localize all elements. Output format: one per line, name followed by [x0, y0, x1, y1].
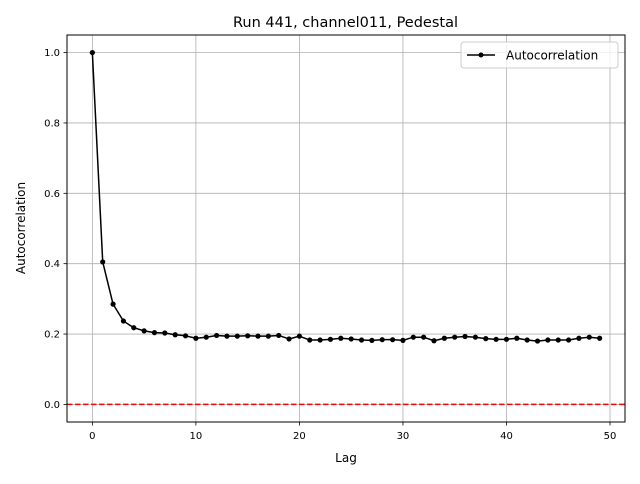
data-point — [389, 337, 396, 343]
data-point — [307, 337, 313, 343]
data-point — [255, 333, 261, 339]
y-tick-label: 0.8 — [44, 118, 60, 129]
data-point — [172, 332, 178, 338]
x-tick-label: 40 — [500, 431, 513, 442]
data-point — [110, 301, 116, 307]
data-point — [348, 336, 354, 342]
chart-title: Run 441, channel011, Pedestal — [233, 15, 458, 31]
data-point — [193, 335, 199, 341]
x-axis-ticks: 0 10 20 30 40 50 — [89, 422, 616, 442]
data-point — [213, 332, 220, 339]
data-point — [421, 334, 427, 340]
legend-marker-swatch — [478, 52, 484, 58]
data-point — [493, 336, 499, 342]
data-point — [597, 335, 603, 341]
data-point — [224, 333, 230, 339]
data-point — [358, 337, 365, 343]
data-point — [534, 338, 541, 344]
plot-area-frame — [66, 34, 626, 423]
data-point — [483, 336, 489, 342]
data-point — [296, 333, 303, 339]
data-point — [120, 318, 127, 324]
data-point — [100, 259, 106, 265]
data-point — [234, 333, 240, 339]
x-axis-label: Lag — [335, 451, 357, 465]
data-point — [514, 335, 520, 341]
y-tick-label: 0.2 — [44, 330, 60, 341]
data-point — [503, 336, 510, 342]
data-point — [379, 337, 385, 343]
data-point — [89, 49, 95, 56]
y-tick-label: 0.0 — [44, 400, 60, 411]
data-point — [286, 336, 292, 342]
data-point — [317, 337, 323, 343]
series-line — [91, 52, 600, 342]
x-tick-label: 50 — [604, 431, 617, 442]
data-point — [245, 333, 251, 339]
data-point — [276, 332, 282, 339]
data-point — [338, 335, 344, 341]
y-tick-label: 1.0 — [44, 48, 60, 59]
data-point — [576, 335, 582, 341]
data-point — [265, 333, 271, 339]
y-axis-ticks: 0.0 0.2 0.4 0.6 0.8 1.0 — [44, 48, 67, 411]
data-point — [141, 328, 147, 334]
data-point — [462, 333, 468, 340]
legend: Autocorrelation — [460, 41, 619, 69]
data-point — [545, 337, 551, 343]
legend-box — [460, 41, 619, 69]
data-point — [586, 334, 592, 340]
data-point — [327, 336, 334, 342]
x-tick-label: 20 — [293, 431, 306, 442]
x-tick-label: 30 — [397, 431, 410, 442]
data-point — [162, 330, 168, 336]
data-point — [182, 333, 189, 339]
data-point — [472, 334, 479, 340]
data-point — [452, 334, 458, 340]
grid — [67, 35, 625, 422]
data-point — [431, 338, 437, 344]
data-point — [369, 337, 375, 343]
data-point — [441, 335, 447, 341]
data-point — [131, 325, 137, 331]
data-point — [151, 330, 158, 336]
x-tick-label: 0 — [89, 431, 95, 442]
data-point — [410, 334, 416, 340]
y-tick-label: 0.4 — [44, 259, 60, 270]
data-point — [555, 337, 561, 343]
data-point — [400, 337, 406, 343]
y-tick-label: 0.6 — [44, 189, 60, 200]
x-tick-label: 10 — [190, 431, 203, 442]
y-axis-label: Autocorrelation — [14, 182, 28, 274]
data-point — [565, 337, 572, 343]
series-autocorrelation — [89, 49, 603, 344]
legend-label: Autocorrelation — [506, 49, 598, 63]
data-point — [524, 337, 530, 343]
data-point — [203, 334, 209, 340]
